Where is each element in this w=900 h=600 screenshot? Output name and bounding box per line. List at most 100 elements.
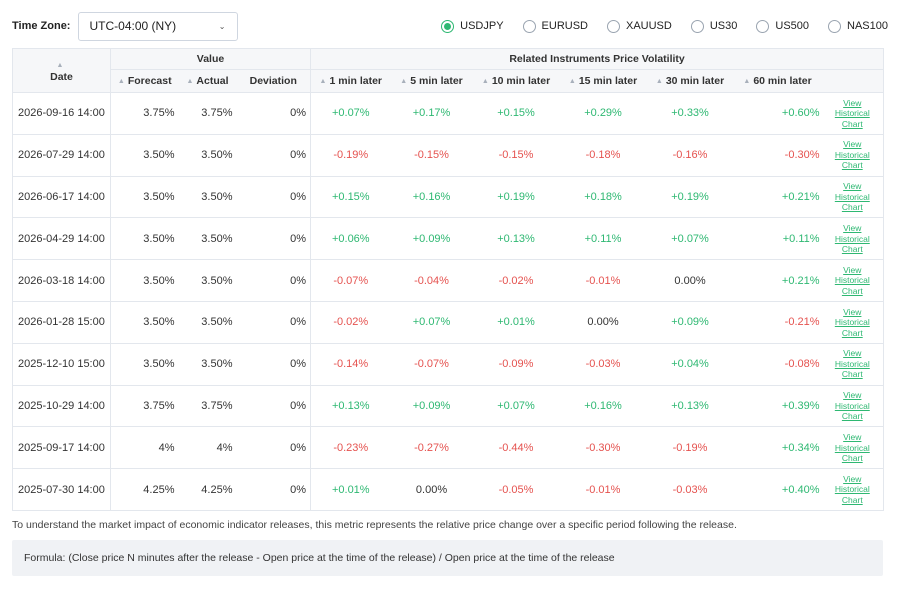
column-header-1-min-later[interactable]: ▲ 1 min later bbox=[310, 69, 391, 93]
date-column-header[interactable]: ▲ Date bbox=[12, 48, 111, 93]
row-link-cell: View Historical Chart bbox=[821, 468, 885, 511]
column-header-60-min-later[interactable]: ▲ 60 min later bbox=[733, 69, 822, 93]
view-historical-chart-link[interactable]: View Historical Chart bbox=[834, 223, 870, 255]
row-link-cell: View Historical Chart bbox=[821, 384, 885, 428]
radio-unchecked-icon[interactable] bbox=[756, 19, 770, 33]
row-forecast: 3.50% bbox=[110, 259, 179, 302]
row-volatility-4: +0.18% bbox=[559, 175, 647, 219]
table-row: 2025-07-30 14:00 4.25% 4.25% 0% +0.01% 0.00% -… bbox=[12, 468, 885, 511]
view-historical-chart-link[interactable]: View Historical Chart bbox=[834, 390, 870, 422]
instrument-option-eurusd[interactable]: EURUSD bbox=[522, 19, 588, 33]
row-volatility-3: -0.02% bbox=[472, 259, 560, 302]
row-actual: 3.50% bbox=[178, 175, 237, 219]
row-volatility-2: -0.04% bbox=[390, 259, 473, 302]
row-actual: 3.75% bbox=[178, 384, 237, 428]
row-volatility-4: -0.01% bbox=[559, 259, 647, 302]
row-link-cell: View Historical Chart bbox=[821, 342, 885, 386]
view-historical-chart-link[interactable]: View Historical Chart bbox=[834, 181, 870, 213]
row-deviation: 0% bbox=[236, 384, 312, 428]
row-date: 2025-09-17 14:00 bbox=[12, 426, 111, 470]
row-volatility-1: +0.15% bbox=[310, 175, 391, 219]
instrument-option-us500[interactable]: US500 bbox=[756, 19, 810, 33]
instrument-label: US500 bbox=[775, 20, 810, 32]
column-header-actual[interactable]: ▲ Actual bbox=[178, 69, 237, 93]
sort-icon: ▲ bbox=[655, 78, 663, 85]
row-volatility-2: -0.27% bbox=[390, 426, 473, 470]
row-volatility-6: +0.40% bbox=[733, 468, 822, 511]
view-historical-chart-link[interactable]: View Historical Chart bbox=[834, 97, 870, 129]
row-volatility-5: 0.00% bbox=[646, 259, 734, 302]
timezone-value: UTC-04:00 (NY) bbox=[89, 19, 177, 33]
instrument-option-usdjpy[interactable]: USDJPY bbox=[441, 19, 504, 33]
table-row: 2026-03-18 14:00 3.50% 3.50% 0% -0.07% -0.04%… bbox=[12, 259, 885, 302]
row-date: 2025-07-30 14:00 bbox=[12, 468, 111, 511]
sort-icon: ▲ bbox=[117, 78, 125, 85]
row-volatility-1: +0.06% bbox=[310, 217, 391, 261]
row-deviation: 0% bbox=[236, 342, 312, 386]
view-historical-chart-link[interactable]: View Historical Chart bbox=[834, 348, 870, 380]
radio-unchecked-icon[interactable] bbox=[522, 19, 536, 33]
view-historical-chart-link[interactable]: View Historical Chart bbox=[834, 306, 870, 338]
row-volatility-3: +0.15% bbox=[472, 92, 560, 135]
row-actual: 3.50% bbox=[178, 342, 237, 386]
table-row: 2026-06-17 14:00 3.50% 3.50% 0% +0.15% +0.16%… bbox=[12, 175, 885, 219]
row-volatility-6: +0.34% bbox=[733, 426, 822, 470]
column-header-5-min-later[interactable]: ▲ 5 min later bbox=[390, 69, 473, 93]
row-volatility-3: -0.44% bbox=[472, 426, 560, 470]
row-forecast: 4.25% bbox=[110, 468, 179, 511]
radio-checked-icon[interactable] bbox=[441, 19, 455, 33]
instrument-label: US30 bbox=[709, 20, 738, 32]
row-volatility-1: +0.13% bbox=[310, 384, 391, 428]
instrument-label: NAS100 bbox=[847, 20, 888, 32]
column-header-15-min-later[interactable]: ▲ 15 min later bbox=[559, 69, 647, 93]
row-forecast: 3.50% bbox=[110, 133, 179, 177]
row-actual: 4% bbox=[178, 426, 237, 470]
view-historical-chart-link[interactable]: View Historical Chart bbox=[834, 139, 870, 171]
instrument-label: XAUUSD bbox=[626, 20, 672, 32]
instrument-radio-group: USDJPY EURUSD XAUUSD US30 US500 NAS100 bbox=[422, 19, 888, 33]
row-volatility-6: -0.30% bbox=[733, 133, 822, 177]
row-volatility-1: -0.02% bbox=[310, 300, 391, 344]
row-link-cell: View Historical Chart bbox=[821, 133, 885, 177]
instrument-label: USDJPY bbox=[460, 20, 504, 32]
row-volatility-5: +0.33% bbox=[646, 92, 734, 135]
row-volatility-5: -0.03% bbox=[646, 468, 734, 511]
row-date: 2025-12-10 15:00 bbox=[12, 342, 111, 386]
timezone-select[interactable]: UTC-04:00 (NY) ⌄ bbox=[78, 11, 239, 41]
instrument-option-us30[interactable]: US30 bbox=[690, 19, 738, 33]
table-row: 2026-09-16 14:00 3.75% 3.75% 0% +0.07% +0.17%… bbox=[12, 92, 885, 135]
column-header-deviation[interactable]: Deviation bbox=[236, 69, 312, 93]
row-actual: 3.50% bbox=[178, 217, 237, 261]
view-historical-chart-link[interactable]: View Historical Chart bbox=[834, 264, 870, 296]
row-volatility-6: -0.08% bbox=[733, 342, 822, 386]
row-deviation: 0% bbox=[236, 217, 312, 261]
row-deviation: 0% bbox=[236, 300, 312, 344]
row-actual: 3.75% bbox=[178, 92, 237, 135]
row-volatility-4: -0.01% bbox=[559, 468, 647, 511]
row-volatility-6: +0.60% bbox=[733, 92, 822, 135]
formula-box: Formula: (Close price N minutes after th… bbox=[12, 540, 883, 576]
explanation-note: To understand the market impact of econo… bbox=[12, 519, 737, 531]
view-historical-chart-link[interactable]: View Historical Chart bbox=[834, 432, 870, 464]
row-volatility-3: +0.13% bbox=[472, 217, 560, 261]
instrument-option-xauusd[interactable]: XAUUSD bbox=[607, 19, 672, 33]
row-volatility-2: -0.15% bbox=[390, 133, 473, 177]
row-volatility-6: -0.21% bbox=[733, 300, 822, 344]
column-header-30-min-later[interactable]: ▲ 30 min later bbox=[646, 69, 734, 93]
row-volatility-4: -0.30% bbox=[559, 426, 647, 470]
radio-unchecked-icon[interactable] bbox=[828, 19, 842, 33]
radio-unchecked-icon[interactable] bbox=[690, 19, 704, 33]
column-header-forecast[interactable]: ▲ Forecast bbox=[110, 69, 179, 93]
radio-unchecked-icon[interactable] bbox=[607, 19, 620, 33]
value-group-header: Value bbox=[109, 48, 312, 70]
instrument-option-nas100[interactable]: NAS100 bbox=[828, 19, 888, 33]
row-date: 2026-03-18 14:00 bbox=[12, 259, 111, 302]
toolbar: Time Zone: UTC-04:00 (NY) ⌄ USDJPY EURUSD… bbox=[12, 11, 888, 41]
column-header-10-min-later[interactable]: ▲ 10 min later bbox=[472, 69, 560, 93]
table-row: 2026-07-29 14:00 3.50% 3.50% 0% -0.19% -0.15%… bbox=[12, 133, 885, 177]
row-actual: 3.50% bbox=[178, 259, 237, 302]
row-deviation: 0% bbox=[236, 175, 312, 219]
row-volatility-2: +0.16% bbox=[390, 175, 473, 219]
row-date: 2025-10-29 14:00 bbox=[12, 384, 111, 428]
view-historical-chart-link[interactable]: View Historical Chart bbox=[834, 473, 870, 505]
